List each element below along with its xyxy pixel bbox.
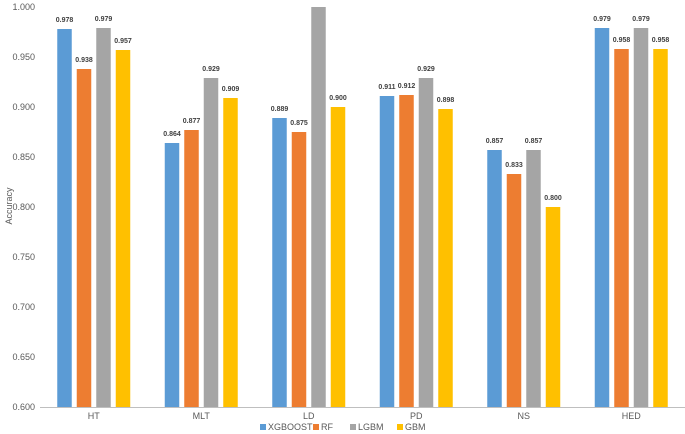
data-label: 0.898	[437, 97, 455, 104]
data-label: 0.911	[378, 84, 395, 91]
data-label: 0.978	[56, 17, 74, 24]
legend-label: GBM	[405, 422, 426, 432]
data-label: 0.877	[183, 118, 201, 125]
bar-rf-ns	[506, 174, 522, 407]
bar-gbm-ns	[545, 207, 561, 407]
y-tick-label: 0.600	[12, 402, 35, 412]
bar-rf-ht	[76, 69, 92, 407]
x-tick-label: HED	[622, 411, 642, 421]
legend-label: RF	[321, 422, 333, 432]
bar-xgboost-ld	[272, 118, 287, 407]
bar-rf-hed	[614, 49, 629, 407]
data-label: 0.958	[613, 37, 631, 44]
bar-lgbm-ht	[96, 28, 111, 407]
bar-gbm-pd	[438, 109, 453, 407]
legend-swatch	[397, 424, 403, 430]
x-tick-label: NS	[517, 411, 530, 421]
legend: XGBOOST RF LGBM GBM	[260, 422, 426, 432]
data-label: 0.889	[271, 106, 289, 113]
data-label: 0.929	[417, 66, 435, 73]
x-tick-label: PD	[410, 411, 423, 421]
bar-gbm-ht	[115, 50, 131, 407]
y-axis-label: Accuracy	[4, 187, 14, 225]
data-label: 0.857	[525, 138, 543, 145]
bars	[57, 7, 668, 407]
y-tick-label: 0.900	[12, 102, 35, 112]
data-label: 1.000	[310, 0, 328, 2]
data-label: 0.979	[593, 16, 611, 23]
axes: 0.600 0.650 0.700 0.750 0.800 0.850 0.900 0.950…	[12, 2, 685, 421]
data-label: 0.958	[652, 37, 670, 44]
legend-swatch	[313, 424, 319, 430]
data-label: 0.875	[290, 120, 308, 127]
data-label: 0.938	[75, 57, 93, 64]
bar-xgboost-ht	[57, 29, 72, 407]
bar-lgbm-mlt	[203, 78, 219, 407]
data-label: 0.912	[398, 83, 416, 90]
bar-gbm-hed	[653, 49, 668, 407]
bar-gbm-mlt	[223, 98, 238, 407]
bar-xgboost-pd	[379, 96, 395, 407]
legend-label: LGBM	[358, 422, 384, 432]
bar-gbm-ld	[330, 107, 346, 407]
y-tick-label: 0.950	[12, 52, 35, 62]
x-tick-label: MLT	[193, 411, 211, 421]
data-label: 0.833	[505, 162, 523, 169]
bar-lgbm-ns	[526, 150, 541, 407]
bar-xgboost-hed	[594, 28, 610, 407]
bar-xgboost-ns	[487, 150, 502, 407]
data-label: 0.857	[486, 138, 504, 145]
legend-swatch	[260, 424, 266, 430]
x-tick-label: HT	[88, 411, 100, 421]
y-tick-label: 0.700	[12, 302, 35, 312]
bar-lgbm-ld	[311, 7, 326, 407]
y-tick-label: 0.800	[12, 202, 35, 212]
data-label: 0.909	[222, 86, 240, 93]
legend-swatch	[350, 424, 356, 430]
data-label: 0.864	[163, 131, 181, 138]
y-tick-label: 0.750	[12, 252, 35, 262]
data-label: 0.929	[202, 66, 220, 73]
data-label: 0.979	[632, 16, 650, 23]
data-label: 0.979	[95, 16, 113, 23]
bar-lgbm-pd	[418, 78, 434, 407]
data-label: 0.800	[544, 195, 562, 202]
bar-rf-mlt	[184, 130, 199, 407]
y-tick-label: 0.650	[12, 352, 35, 362]
x-tick-label: LD	[303, 411, 315, 421]
y-tick-label: 1.000	[12, 2, 35, 12]
bar-rf-pd	[399, 95, 414, 407]
legend-label: XGBOOST	[268, 422, 313, 432]
data-label: 0.957	[114, 38, 132, 45]
bar-xgboost-mlt	[164, 143, 180, 407]
bar-rf-ld	[291, 132, 307, 407]
data-label: 0.900	[329, 95, 347, 102]
y-tick-label: 0.850	[12, 152, 35, 162]
bar-lgbm-hed	[633, 28, 649, 407]
